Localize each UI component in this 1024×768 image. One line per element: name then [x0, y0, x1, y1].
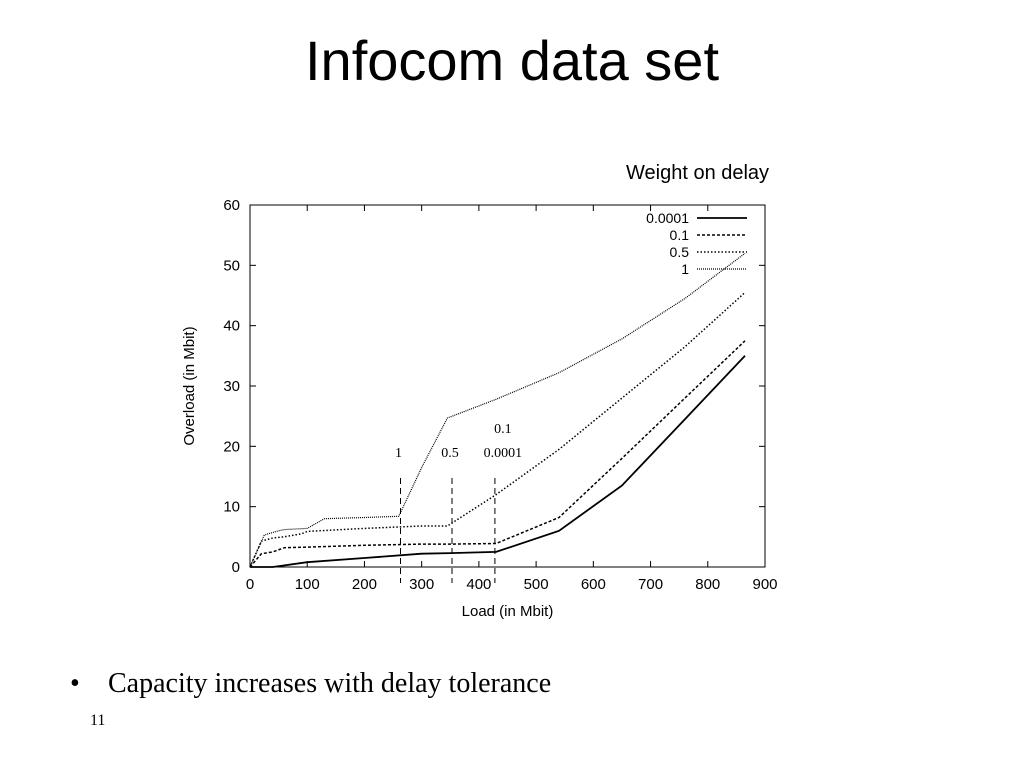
- y-tick-label: 40: [223, 318, 240, 335]
- y-tick-label: 30: [223, 378, 240, 395]
- y-tick-label: 20: [223, 438, 240, 455]
- x-tick-label: 800: [695, 576, 720, 593]
- series-line-0.1: [249, 340, 746, 568]
- y-tick-label: 50: [223, 257, 240, 274]
- x-tick-label: 600: [581, 576, 606, 593]
- series-line-0.5: [249, 291, 746, 568]
- threshold-marker-label: 0.0001: [484, 446, 523, 461]
- x-tick-label: 100: [295, 576, 320, 593]
- legend-label: 0.5: [670, 244, 690, 260]
- slide-number: 11: [90, 712, 106, 729]
- legend-label: 0.1: [670, 227, 690, 243]
- y-tick-label: 10: [223, 499, 240, 516]
- x-tick-label: 0: [246, 576, 254, 593]
- threshold-marker-label: 1: [395, 446, 402, 461]
- bullet-symbol: •: [70, 668, 80, 699]
- x-tick-label: 400: [466, 576, 491, 593]
- series-line-0.0001: [250, 355, 746, 568]
- x-tick-label: 200: [352, 576, 377, 593]
- y-axis-label: Overload (in Mbit): [181, 326, 198, 445]
- legend-heading: Weight on delay: [626, 162, 770, 184]
- threshold-marker-label: 0.1: [494, 422, 512, 437]
- legend-label: 1: [681, 261, 689, 277]
- x-tick-label: 500: [524, 576, 549, 593]
- series-line-1: [249, 252, 746, 568]
- slide-title: Infocom data set: [304, 29, 719, 92]
- y-tick-label: 0: [232, 559, 240, 576]
- bullet-item: • Capacity increases with delay tolerance: [70, 668, 551, 700]
- x-tick-label: 300: [409, 576, 434, 593]
- x-axis-label: Load (in Mbit): [462, 603, 554, 620]
- threshold-marker-label: 0.5: [441, 446, 459, 461]
- bullet-text: Capacity increases with delay tolerance: [108, 668, 552, 699]
- legend-label: 0.0001: [646, 210, 689, 226]
- y-tick-label: 60: [223, 197, 240, 214]
- x-tick-label: 700: [638, 576, 663, 593]
- x-tick-label: 900: [752, 576, 777, 593]
